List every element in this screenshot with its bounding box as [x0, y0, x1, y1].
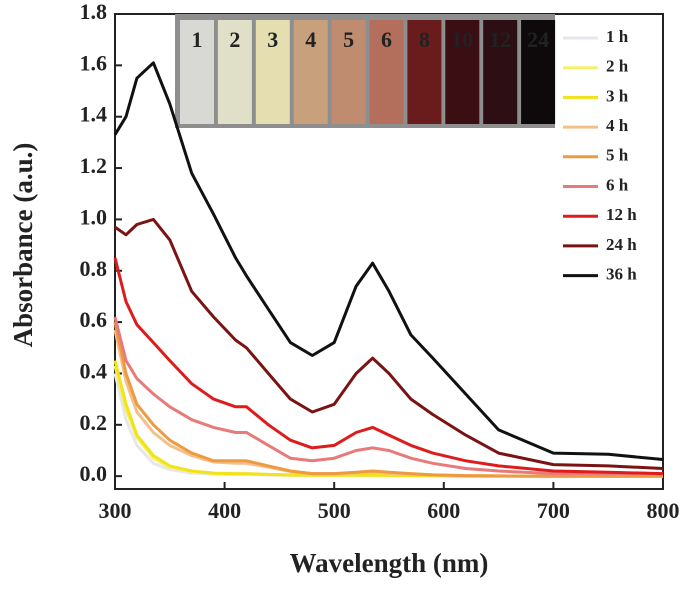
y-tick-label: 0.8	[80, 256, 108, 281]
legend-label: 5 h	[606, 146, 629, 165]
series-line	[113, 257, 664, 476]
vial	[180, 20, 214, 124]
x-tick-label: 800	[647, 498, 680, 523]
inset-label: 24	[527, 27, 549, 52]
vial	[407, 20, 442, 124]
y-tick-label: 1.2	[80, 153, 108, 178]
series-line	[113, 360, 663, 478]
vial	[293, 20, 328, 124]
vial	[217, 20, 252, 124]
inset-label: 1	[192, 27, 203, 52]
inset-label: 5	[343, 27, 354, 52]
inset-label: 3	[267, 27, 278, 52]
y-tick-label: 1.0	[80, 204, 108, 229]
vial	[255, 20, 290, 124]
inset-label: 8	[419, 27, 430, 52]
series-line	[114, 217, 664, 470]
inset-label: 12	[489, 27, 511, 52]
series-line	[113, 316, 663, 476]
vial	[331, 20, 366, 124]
y-tick-label: 0.0	[80, 461, 108, 486]
y-tick-label: 0.6	[80, 307, 108, 332]
y-tick-label: 0.4	[80, 359, 108, 384]
legend-label: 4 h	[606, 116, 629, 135]
legend-label: 24 h	[606, 235, 637, 254]
legend-label: 6 h	[606, 175, 629, 194]
legend-label: 36 h	[606, 265, 637, 284]
x-tick-label: 600	[427, 498, 460, 523]
inset-photo: 1 2 3 4 5 6 8 10 12 24	[175, 14, 556, 128]
y-tick-label: 1.4	[80, 102, 108, 127]
vial	[369, 20, 404, 124]
series-line	[113, 61, 664, 461]
legend-label: 12 h	[606, 205, 637, 224]
x-axis-title: Wavelength (nm)	[290, 548, 489, 578]
legend-label: 1 h	[606, 27, 629, 46]
x-tick-label: 700	[537, 498, 570, 523]
vial	[445, 20, 480, 124]
y-tick-label: 1.8	[80, 0, 108, 24]
inset-label: 6	[381, 27, 392, 52]
inset-label: 10	[451, 27, 473, 52]
vial	[483, 20, 518, 124]
x-tick-label: 400	[208, 498, 241, 523]
y-tick-label: 0.2	[80, 410, 108, 435]
vial	[521, 20, 556, 124]
y-axis-title: Absorbance (a.u.)	[8, 143, 38, 348]
inset-label: 2	[229, 27, 240, 52]
series-line	[113, 321, 663, 478]
x-tick-label: 300	[99, 498, 132, 523]
inset-label: 4	[305, 27, 316, 52]
legend-label: 3 h	[606, 86, 629, 105]
x-tick-label: 500	[318, 498, 351, 523]
y-tick-label: 1.6	[80, 50, 108, 75]
legend-label: 2 h	[606, 57, 629, 76]
